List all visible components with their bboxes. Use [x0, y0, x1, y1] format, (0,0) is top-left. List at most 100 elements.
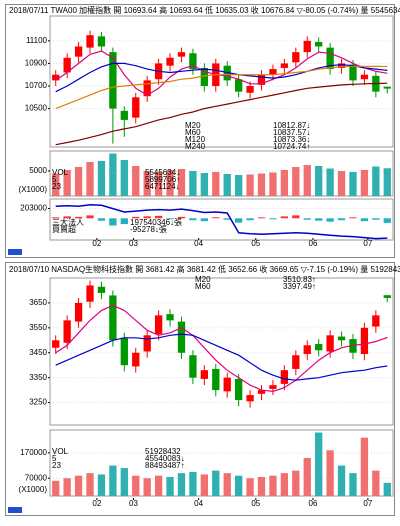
inst-bar [132, 216, 140, 219]
candle-body [177, 52, 186, 57]
volume-bar [97, 474, 106, 496]
inst-bar [52, 217, 60, 219]
y-tick-label: 3550 [29, 323, 47, 332]
ma-line [55, 304, 388, 393]
volume-bar [154, 475, 163, 496]
y-tick-label: 203000 [20, 204, 47, 213]
volume-bar [189, 171, 197, 196]
volume-bar [86, 473, 94, 496]
volume-bar [120, 160, 128, 196]
candle-body [86, 285, 94, 302]
legend-name: M20 [185, 121, 201, 130]
x-tick-label: 02 [92, 499, 101, 508]
y-tick-label: 10900 [25, 59, 48, 68]
volume-bar [63, 478, 71, 496]
candle-body [280, 63, 289, 68]
inst-line [55, 204, 388, 240]
candle-body [143, 335, 151, 352]
volume-bar [246, 478, 254, 496]
button[interactable] [8, 249, 22, 255]
candle-body [383, 295, 391, 298]
candle-body [257, 74, 266, 85]
x-tick-label: 06 [309, 239, 318, 248]
candle-body [154, 315, 163, 335]
candle-body [303, 345, 311, 354]
candle-body [292, 355, 300, 369]
inst-bar [166, 218, 174, 220]
x-tick-label: 03 [129, 499, 138, 508]
volume-label-name: 5 [52, 175, 57, 184]
y-tick-label: 5000 [29, 166, 47, 175]
inst-bar [97, 218, 106, 221]
candle-body [326, 47, 334, 70]
volume-bar [234, 175, 243, 196]
panel [49, 277, 394, 426]
inst-bar [292, 215, 300, 219]
inst-bar [120, 218, 128, 225]
volume-bar [52, 173, 60, 196]
y-tick-label: 3450 [29, 348, 47, 357]
candle-body [269, 385, 277, 389]
candle-body [280, 370, 289, 384]
panel [49, 198, 394, 241]
volume-bar [120, 468, 128, 496]
volume-bar [372, 470, 380, 496]
candle-body [132, 97, 140, 118]
inst-bar [257, 217, 266, 219]
legend-name: M60 [185, 128, 201, 137]
x-tick-label: 06 [309, 499, 318, 508]
chart-title: 2018/07/10 NASDAQ生物科技指數 開 3681.42 高 3681… [9, 264, 400, 274]
volume-bar [109, 153, 117, 196]
legend-value: 10837.57↓ [273, 128, 310, 137]
legend-name: M20 [195, 275, 211, 284]
inst-bar [143, 216, 151, 219]
candle-body [315, 344, 323, 351]
volume-bar [63, 170, 71, 196]
volume-bar [292, 167, 300, 196]
volume-bar [280, 170, 289, 196]
candle-body [360, 74, 369, 80]
inst-bar [246, 218, 254, 221]
volume-bar [337, 465, 346, 496]
button[interactable] [8, 507, 22, 513]
inst-bar [269, 218, 277, 220]
inst-bar [189, 218, 197, 221]
volume-bar [360, 170, 369, 196]
candle-body [143, 80, 151, 97]
y-tick-label: 3350 [29, 373, 47, 382]
candle-body [337, 63, 346, 68]
x-tick-label: 02 [92, 239, 101, 248]
legend-name: M120 [185, 135, 206, 144]
y-tick-label: 10700 [25, 81, 48, 90]
volume-bar [223, 174, 231, 196]
volume-label-value: 51928432 [145, 447, 181, 456]
ma-line [55, 82, 388, 146]
volume-bar [212, 470, 220, 496]
volume-bar [315, 432, 323, 496]
candle-body [315, 41, 323, 47]
x-tick-label: 05 [251, 239, 260, 248]
inst-bar [109, 218, 117, 226]
candle-body [234, 378, 243, 401]
volume-label-value: 6471124↓ [145, 182, 180, 191]
volume-bar [337, 171, 346, 196]
candle-body [234, 79, 243, 92]
volume-bar [349, 473, 357, 496]
candle-body [177, 321, 186, 353]
candle-body [63, 57, 71, 73]
y-tick-label: 70000 [25, 473, 48, 482]
candle-body [246, 395, 254, 402]
volume-bar [383, 168, 391, 196]
volume-bar [177, 473, 186, 496]
y-tick-label: 11100 [26, 36, 48, 45]
candle-body [189, 53, 197, 70]
volume-bar [349, 172, 357, 196]
volume-label-value: 5545634↓ [145, 168, 180, 177]
volume-bar [303, 165, 311, 196]
x-tick-label: 07 [363, 239, 372, 248]
y-tick-label: 170000 [20, 448, 47, 457]
x-tick-label: 05 [251, 499, 260, 508]
unit-label: (X1000) [19, 185, 48, 194]
candle-body [97, 36, 106, 47]
panel [49, 15, 394, 148]
